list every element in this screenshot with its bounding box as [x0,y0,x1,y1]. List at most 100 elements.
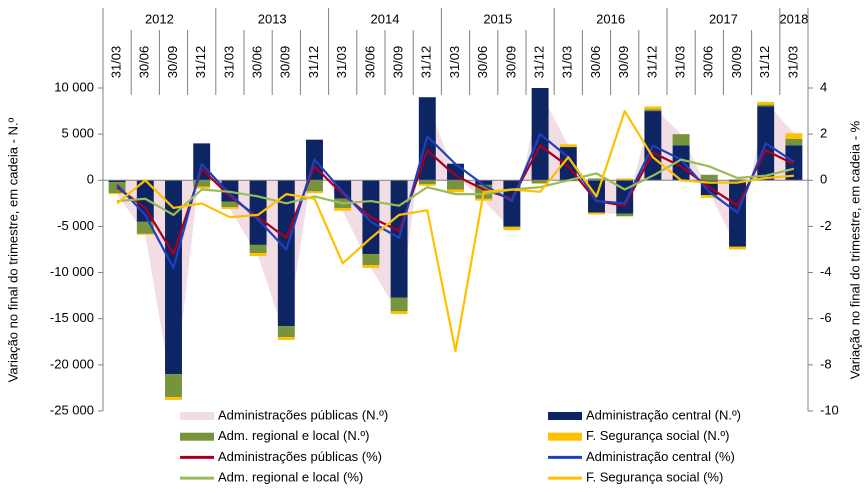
x-tick-label: 31/12 [757,46,772,79]
bar [306,191,323,194]
x-tick-label: 31/03 [447,46,462,79]
y-tick-label: -25 000 [50,402,94,417]
bar [390,297,408,312]
year-label: 2012 [145,11,174,26]
bar [447,180,464,190]
bar [334,180,352,199]
legend-label: Adm. regional e local (N.º) [218,428,369,443]
area [117,91,794,400]
bar [644,106,662,110]
bar [277,337,295,340]
x-tick-label: 30/09 [616,46,631,79]
legend-swatch [548,432,582,441]
bar [644,109,662,112]
x-tick-label: 31/03 [334,46,349,79]
x-tick-label: 30/09 [729,46,744,79]
y-tick-label: 10 000 [54,79,94,94]
legend-swatch [548,412,582,420]
legend-label: F. Segurança social (N.º) [586,428,729,443]
y-tick-label: -5 000 [57,218,94,233]
bar [418,180,436,184]
bar [165,397,182,400]
x-tick-label: 31/12 [532,46,547,79]
year-label: 2013 [258,11,287,26]
bar [503,227,521,231]
bar [277,326,295,338]
bar [390,311,408,315]
legend-label: F. Segurança social (%) [586,470,723,485]
bar [503,226,521,228]
bar [165,180,182,375]
x-tick-label: 30/06 [475,46,490,79]
bar [531,180,549,184]
bar [757,101,775,105]
legend-label: Administração central (%) [586,449,735,464]
line [116,109,794,353]
bar [447,189,464,193]
bar [700,174,718,181]
y-tick-label: 5 000 [61,126,94,141]
bar [193,180,211,187]
bar [616,213,634,217]
bar [588,212,605,215]
legend-label: Adm. regional e local (%) [218,470,363,485]
bar [136,221,154,234]
bar [729,246,746,250]
bar [616,178,634,181]
y2-tick-label: -10 [820,402,839,417]
x-tick-label: 31/12 [644,46,659,79]
x-tick-label: 31/03 [221,46,236,79]
x-tick-label: 31/03 [560,46,575,79]
y2-tick-label: 4 [820,79,827,94]
year-label: 2015 [483,11,512,26]
bar [193,186,211,189]
x-tick-label: 31/12 [306,46,321,79]
bar [306,180,323,192]
bar [418,183,436,186]
y2-tick-label: -4 [820,264,832,279]
bar [221,207,239,209]
year-label: 2017 [709,11,738,26]
bar [108,180,126,183]
bar [672,145,690,181]
bar [165,374,182,398]
bar [193,143,211,181]
y2-tick-label: -2 [820,218,832,233]
y2-axis-title: Variação no final do trimestre, em cadei… [847,120,862,379]
x-tick-label: 31/12 [419,46,434,79]
x-tick-label: 30/09 [503,46,518,79]
legend-swatch [180,432,214,441]
year-label: 2016 [596,11,625,26]
bar [757,104,775,107]
line [116,144,795,256]
bar [362,265,380,268]
x-tick-label: 30/09 [165,46,180,79]
bar [700,195,718,198]
x-tick-label: 30/06 [250,46,265,79]
bar [475,198,493,201]
x-tick-label: 30/06 [701,46,716,79]
bar [559,144,577,148]
bar [249,253,267,256]
y2-tick-label: 2 [820,126,827,141]
y-tick-label: -10 000 [50,264,94,279]
x-tick-label: 30/06 [588,46,603,79]
y2-tick-label: -8 [820,356,832,371]
legend-swatch [180,412,214,420]
y-tick-label: -20 000 [50,356,94,371]
bar [785,145,803,181]
legend-label: Administrações públicas (%) [218,449,382,464]
bar [277,180,295,327]
bar [785,138,803,146]
x-tick-label: 30/09 [278,46,293,79]
bar [588,178,605,181]
y-tick-label: 0 [87,172,94,187]
bar [136,233,154,235]
bar [108,193,126,195]
year-label: 2018 [779,11,808,26]
x-tick-label: 30/06 [362,46,377,79]
bar [334,207,352,211]
bar [362,254,380,266]
bar [672,134,690,146]
